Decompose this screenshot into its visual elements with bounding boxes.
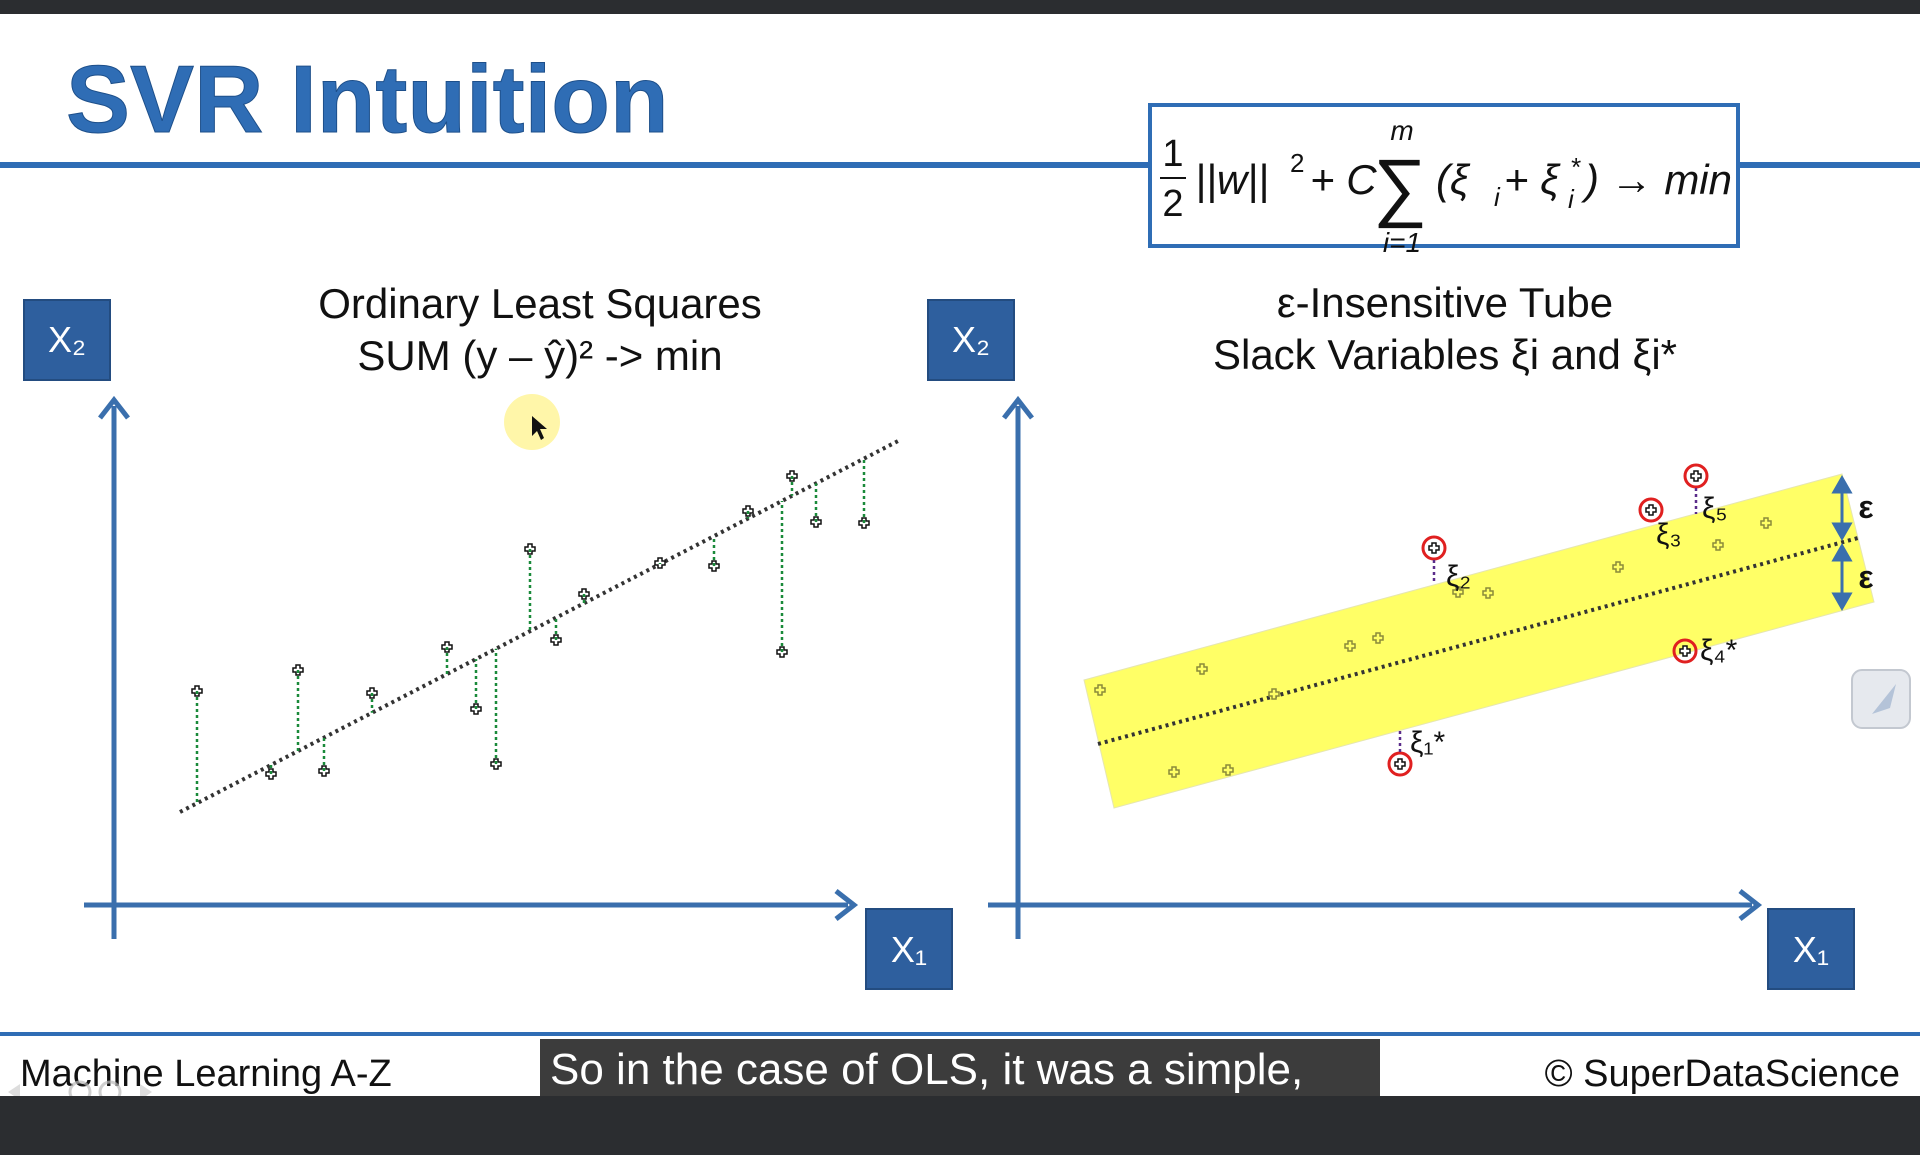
formula-term: (ξ [1436,156,1471,203]
outlier-circle [1387,751,1413,777]
outlier-circle [1638,497,1664,523]
footer-copyright: © SuperDataScience [1545,1053,1900,1095]
formula-term-plus: + ξ [1504,156,1561,203]
tube-heading-line1: ε-Insensitive Tube [1277,279,1613,326]
footer-rule [0,1032,1920,1036]
epsilon-arrow-upper-head-top [1831,474,1853,494]
player-controls-icon[interactable] [8,1080,152,1096]
tube-points [1094,463,1772,778]
plus-marker-icon [1690,470,1702,482]
tube-y-axis-arrow [1002,395,1034,420]
formula-tail: ) → min [1580,156,1732,203]
epsilon-arrow-upper-head-bottom [1831,522,1853,542]
ols-heading-line2: SUM (y – ŷ)² -> min [357,332,722,379]
plus-marker-icon [1760,517,1772,529]
header-rule-right [1740,162,1920,168]
ols-y-axis-arrow [98,395,130,420]
formula-frac-den: 2 [1162,183,1183,225]
header-rule-left [0,162,1148,168]
slide-title: SVR Intuition [66,46,669,153]
formula-norm-sup: 2 [1290,148,1304,178]
ols-x-label: X₁ [891,929,927,970]
outlier-circle [1421,535,1447,561]
plus-marker-icon [1394,758,1406,770]
slash-tool-bg [1851,669,1911,729]
slack-label-xi1: ξ₁* [1410,726,1446,759]
epsilon-label-upper: ε [1858,489,1873,525]
tube-x-label: X₁ [1793,929,1829,970]
epsilon-arrows [1831,474,1853,612]
cursor-icon [532,416,547,440]
plus-marker-icon [1612,561,1624,573]
plus-marker-icon [1196,663,1208,675]
epsilon-arrow-lower-head-bottom [1831,592,1853,612]
formula-term-sup2: * [1570,152,1581,182]
ols-residuals [195,458,866,804]
formula-sigma: ∑ [1373,144,1427,229]
svr-regression-line [1097,536,1859,746]
slide: SVR Intuition 1 2 ||w|| 2 + C ∑ m i=1 (ξ [0,14,1920,1096]
left-panel: Ordinary Least Squares SUM (y – ŷ)² -> m… [23,280,953,990]
tube-y-label: X₂ [952,319,990,360]
ols-points [191,470,870,780]
plus-marker-icon [1372,632,1384,644]
formula-term-sub2: i [1568,184,1575,214]
slack-label-xi5: ξ₅ [1702,492,1728,525]
player-bottom-bar [0,1096,1920,1155]
outlier-circle [1672,638,1698,664]
outlier-circle [1683,463,1709,489]
formula-sum-lower: i=1 [1383,227,1421,258]
plus-marker-icon [1428,542,1440,554]
plus-marker-icon [1482,587,1494,599]
slack-label-xi2: ξ₂ [1446,560,1471,593]
ols-y-label: X₂ [48,319,86,360]
tube-x-label-box [1767,908,1855,990]
plus-marker-icon [1168,766,1180,778]
tube-y-label-box [927,299,1015,381]
plus-marker-icon [1679,645,1691,657]
plus-marker-icon [1222,764,1234,776]
formula-norm: ||w|| [1195,156,1269,204]
slack-label-xi4: ξ₄* [1700,634,1738,667]
ols-y-label-box [23,299,111,381]
right-panel: ε-Insensitive Tube Slack Variables ξi an… [927,279,1875,990]
formula-term-sub1: i [1494,182,1501,212]
slash-tool-button[interactable] [1851,669,1911,729]
plus-marker-icon [1344,640,1356,652]
caption-bg [540,1039,1380,1096]
formula-plus-c: + C [1310,156,1377,203]
formula-frac-num: 1 [1162,133,1183,175]
epsilon-arrow-lower-head-top [1831,542,1853,562]
plus-marker-icon [1645,504,1657,516]
formula-box [1148,103,1740,248]
slack-label-xi3: ξ₃ [1656,518,1682,551]
plus-marker-icon [1268,688,1280,700]
ols-x-axis-arrow [834,889,859,921]
formula-sum-upper: m [1390,115,1413,146]
tube-heading-line2: Slack Variables ξi and ξi* [1213,331,1677,378]
player-top-bar [0,0,1920,14]
plus-marker-icon [1452,586,1464,598]
slide-canvas: SVR Intuition 1 2 ||w|| 2 + C ∑ m i=1 (ξ [0,46,1920,1096]
slash-tool-icon [1872,684,1896,714]
video-caption: So in the case of OLS, it was a simple, [550,1045,1303,1094]
epsilon-label-lower: ε [1858,559,1873,595]
svr-formula: 1 2 ||w|| 2 + C ∑ m i=1 (ξ i + ξ * i ) →… [1148,103,1740,258]
ols-x-label-box [865,908,953,990]
plus-marker-icon [1712,539,1724,551]
ols-regression-line [179,438,901,814]
footer-course-name: Machine Learning A-Z [20,1053,392,1095]
ols-heading-line1: Ordinary Least Squares [318,280,762,327]
tube-x-axis-arrow [1738,889,1763,921]
plus-marker-icon [1094,684,1106,696]
